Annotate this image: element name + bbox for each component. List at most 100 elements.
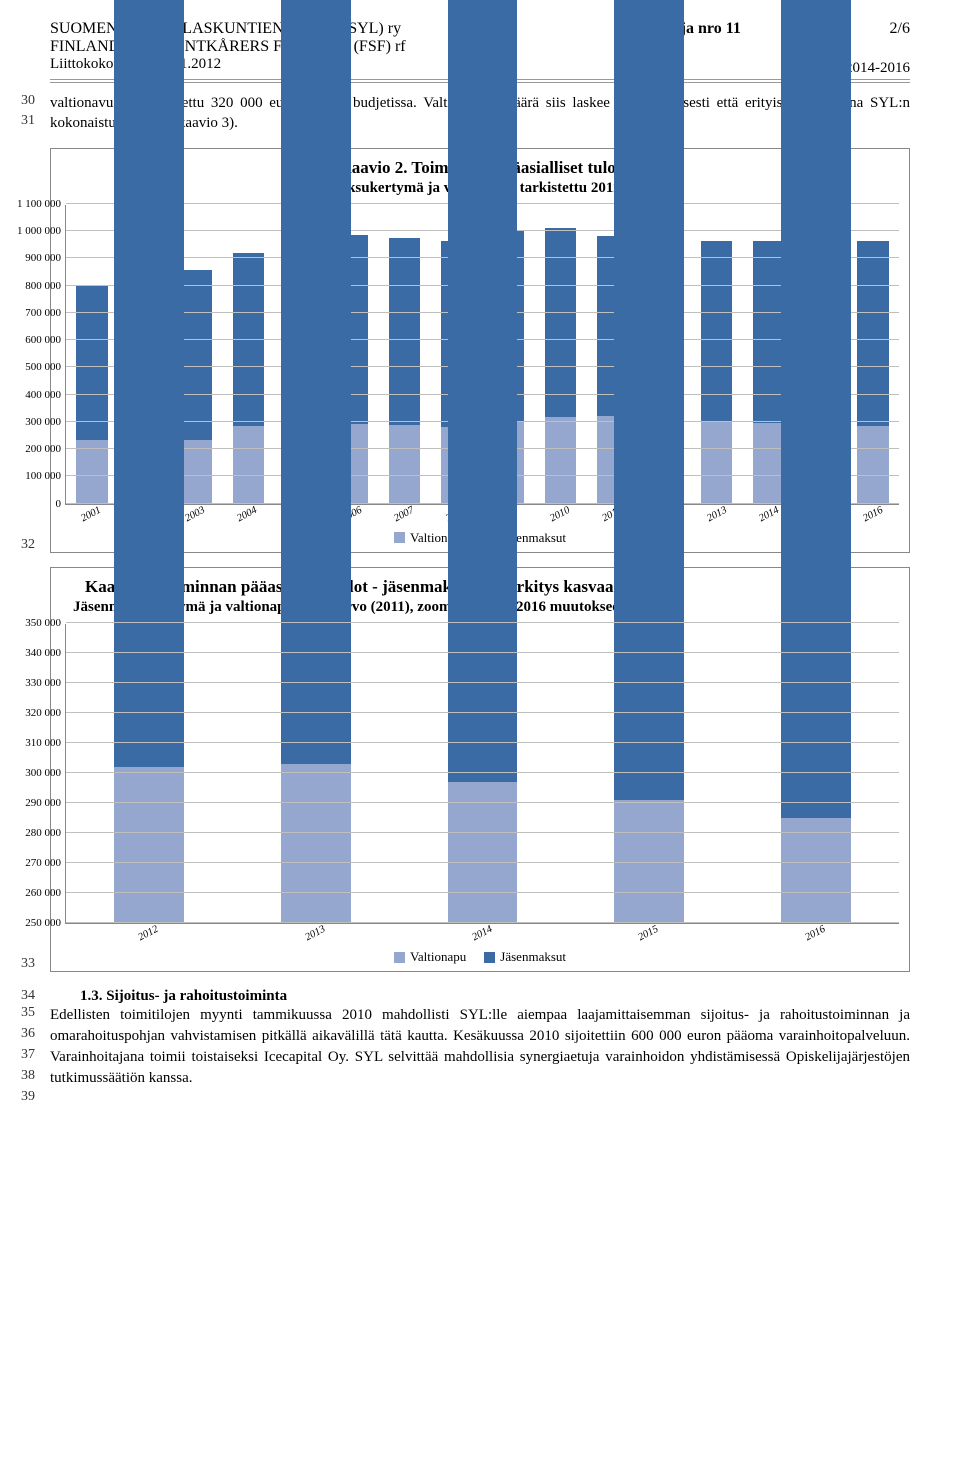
bar-segment [448,782,518,923]
bar-segment [233,426,264,504]
y-tick-label: 310 000 [25,737,61,749]
line-number: 39 [5,1089,35,1105]
y-tick-label: 200 000 [25,443,61,455]
gridline [66,892,899,893]
chart2-bars [66,624,899,923]
y-tick-label: 250 000 [25,917,61,929]
chart2-block: Kaavio 3. Toiminnan pääasialliset tulot … [50,567,910,972]
y-tick-label: 320 000 [25,707,61,719]
y-tick-label: 290 000 [25,797,61,809]
chart2-x-axis: 20122013201420152016 [61,928,899,939]
y-tick-label: 330 000 [25,677,61,689]
chart2-plot-area [65,624,899,924]
bar-slot [233,624,400,923]
bar-slot [847,205,899,504]
bar [114,0,184,923]
y-tick-label: 340 000 [25,647,61,659]
section-number: 1.3. [80,988,103,1004]
bar-slot [222,205,274,504]
y-tick-label: 1 100 000 [17,198,61,210]
bar-segment [545,417,576,504]
bar-segment [389,425,420,504]
bar-slot [566,624,733,923]
section-heading: 1.3. Sijoitus- ja rahoitustoiminta [50,988,910,1005]
gridline [66,652,899,653]
line-number: 38 [5,1068,35,1084]
y-tick-label: 100 000 [25,470,61,482]
bar [701,241,732,504]
bar-segment [614,0,684,800]
bar-segment [181,270,212,440]
line-number: 35 [5,1005,35,1021]
gridline [66,862,899,863]
y-tick-label: 1 000 000 [17,225,61,237]
y-tick-label: 400 000 [25,389,61,401]
y-tick-label: 700 000 [25,307,61,319]
bar-segment [857,426,888,504]
bar-slot [66,624,233,923]
bar-slot [732,624,899,923]
bar [448,0,518,923]
line-number: 30 [5,93,35,109]
line-number: 33 [5,956,35,972]
gridline [66,802,899,803]
bar [781,0,851,923]
y-tick-label: 500 000 [25,361,61,373]
legend-swatch [484,952,495,963]
gridline [66,922,899,923]
line-number: 34 [5,988,35,1004]
bar-slot [66,205,118,504]
gridline [66,832,899,833]
line-number: 31 [5,113,35,129]
y-tick-label: 300 000 [25,767,61,779]
chart2-frame: Kaavio 3. Toiminnan pääasialliset tulot … [50,567,910,972]
bar-segment [281,764,351,923]
chart2-x-labels: 20122013201420152016 [65,928,899,939]
bar-segment [545,228,576,418]
y-tick-label: 300 000 [25,416,61,428]
bar-slot [535,205,587,504]
y-tick-label: 900 000 [25,252,61,264]
bar [181,270,212,504]
gridline [66,712,899,713]
bar [857,241,888,504]
gridline [66,622,899,623]
bar-segment [701,241,732,422]
bar-segment [857,241,888,426]
section-body: Edellisten toimitilojen myynti tammikuus… [50,1005,910,1089]
bar-slot [378,205,430,504]
gridline [66,772,899,773]
y-tick-label: 350 000 [25,617,61,629]
section-1-3: 34 1.3. Sijoitus- ja rahoitustoiminta 35… [50,988,910,1089]
gridline [66,682,899,683]
legend-label: Jäsenmaksut [500,949,566,965]
bar [233,253,264,504]
bar-segment [448,0,518,782]
bar-segment [781,818,851,923]
bar-segment [76,440,107,504]
bar-segment [114,767,184,923]
y-tick-label: 600 000 [25,334,61,346]
page-number: 2/6 [890,20,910,38]
bar-segment [781,0,851,818]
gridline [66,742,899,743]
bar [389,238,420,504]
legend-swatch [394,952,405,963]
bar-segment [701,422,732,504]
bar-slot [399,624,566,923]
y-tick-label: 270 000 [25,857,61,869]
bar [76,286,107,504]
bar-segment [281,0,351,764]
legend-item: Jäsenmaksut [484,949,566,965]
section-title: Sijoitus- ja rahoitustoiminta [106,988,287,1004]
bar [281,0,351,923]
chart2-plot-row: 250 000260 000270 000280 000290 000300 0… [61,624,899,924]
y-tick-label: 260 000 [25,887,61,899]
line-number: 32 [5,537,35,553]
line-number: 36 [5,1026,35,1042]
bar-segment [76,286,107,440]
y-tick-label: 280 000 [25,827,61,839]
line-number: 37 [5,1047,35,1063]
bar-segment [181,440,212,503]
bar [614,0,684,923]
